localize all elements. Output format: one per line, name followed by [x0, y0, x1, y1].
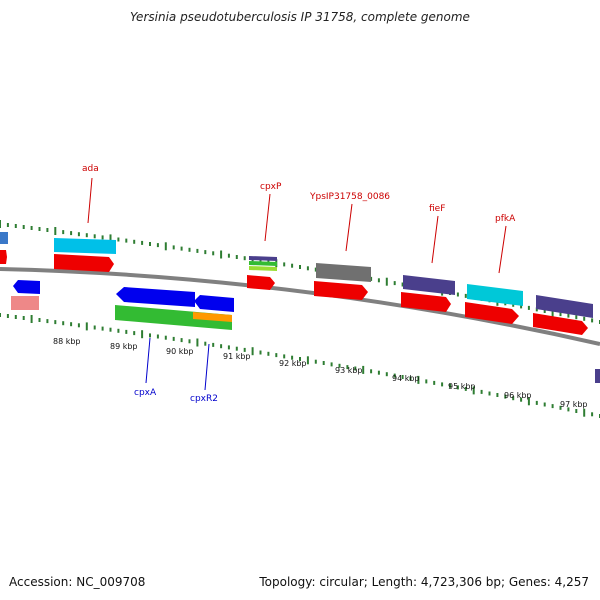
- gene-feature[interactable]: [465, 302, 519, 324]
- leader-line-cpxA: [145, 337, 151, 384]
- gene-feature[interactable]: [0, 232, 8, 244]
- gene-feature-cpxP[interactable]: [247, 275, 275, 290]
- gene-feature[interactable]: [193, 312, 232, 322]
- scale-label: 92 kbp: [279, 359, 307, 368]
- gene-feature-ada[interactable]: [54, 238, 116, 254]
- scale-label: 95 kbp: [448, 382, 476, 391]
- gene-feature[interactable]: [249, 256, 277, 261]
- map-title: Yersinia pseudotuberculosis IP 31758, co…: [130, 10, 470, 24]
- gene-label-pfkA: pfkA: [495, 214, 516, 224]
- accession-text: Accession: NC_009708: [9, 575, 146, 589]
- gene-feature[interactable]: [249, 261, 277, 266]
- scale-label: 96 kbp: [504, 391, 532, 400]
- gene-feature-pfkA[interactable]: [467, 284, 523, 306]
- gene-label-ada: ada: [82, 164, 99, 174]
- gene-feature[interactable]: [11, 296, 39, 310]
- gene-feature-cpxA[interactable]: [116, 287, 195, 307]
- leader-line-ada: [87, 177, 93, 224]
- outer-tick-row: [0, 220, 600, 324]
- leader-line-ypsip: [345, 203, 353, 252]
- scale-labels: 88 kbp 89 kbp 90 kbp 91 kbp 92 kbp 93 kb…: [53, 337, 588, 409]
- leader-line-cpxP: [264, 193, 271, 242]
- leader-line-fieF: [431, 215, 439, 264]
- gene-label-fieF: fieF: [429, 204, 445, 214]
- gene-label-ypsip: YpsIP31758_0086: [309, 192, 390, 202]
- gene-label-cpxR2: cpxR2: [190, 394, 218, 404]
- scale-label: 88 kbp: [53, 337, 81, 346]
- scale-label: 89 kbp: [110, 342, 138, 351]
- scale-label: 97 kbp: [560, 400, 588, 409]
- gene-labels: ada cpxP YpsIP31758_0086 fieF pfkA cpxA …: [82, 164, 516, 404]
- gene-feature[interactable]: [595, 369, 600, 383]
- gene-feature[interactable]: [13, 280, 40, 294]
- gene-feature[interactable]: [115, 305, 232, 330]
- gene-label-cpxP: cpxP: [260, 182, 282, 192]
- scale-label: 91 kbp: [223, 352, 251, 361]
- gene-feature[interactable]: [0, 250, 7, 264]
- leader-line-cpxR2: [204, 343, 210, 391]
- inner-tick-row: [0, 313, 600, 418]
- gene-feature[interactable]: [401, 292, 451, 312]
- gene-feature[interactable]: [249, 266, 277, 271]
- leader-line-pfkA: [498, 225, 507, 274]
- feature-track-inner[interactable]: [11, 280, 600, 383]
- genome-summary-text: Topology: circular; Length: 4,723,306 bp…: [259, 575, 589, 589]
- feature-track-outer[interactable]: [0, 232, 593, 335]
- gene-feature-fieF[interactable]: [403, 275, 455, 295]
- gene-feature[interactable]: [314, 281, 368, 300]
- label-leaders: [87, 177, 507, 391]
- scale-label: 93 kbp: [335, 366, 363, 375]
- gene-label-cpxA: cpxA: [134, 388, 157, 398]
- gene-feature[interactable]: [54, 254, 114, 272]
- gene-feature[interactable]: [533, 313, 588, 335]
- gene-feature[interactable]: [536, 295, 593, 318]
- genome-backbone: [0, 267, 600, 346]
- scale-label: 94 kbp: [392, 374, 420, 383]
- gene-feature-cpxR2[interactable]: [194, 295, 234, 312]
- gene-feature-ypsip[interactable]: [316, 263, 371, 282]
- scale-label: 90 kbp: [166, 347, 194, 356]
